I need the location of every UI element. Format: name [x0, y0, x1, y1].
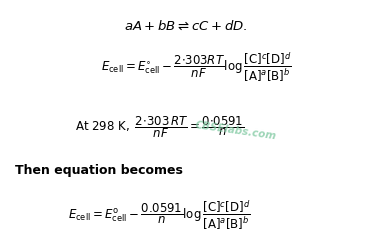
Text: CBSElabs.com: CBSElabs.com	[194, 120, 277, 141]
Text: $\mathrm{At\ 298\ K,\ } \dfrac{2{\cdot}303\,RT}{nF} = \dfrac{0{\cdot}0591}{n}$: $\mathrm{At\ 298\ K,\ } \dfrac{2{\cdot}3…	[75, 114, 244, 140]
Text: Then equation becomes: Then equation becomes	[15, 164, 183, 177]
Text: $E_{\mathrm{cell}} = E^{\mathrm{o}}_{\mathrm{cell}} - \dfrac{0.0591}{n} \log \df: $E_{\mathrm{cell}} = E^{\mathrm{o}}_{\ma…	[68, 198, 251, 232]
Text: $E_{\mathrm{cell}} = E^{\circ}_{\mathrm{cell}} - \dfrac{2{\cdot}303RT}{nF} \log : $E_{\mathrm{cell}} = E^{\circ}_{\mathrm{…	[101, 50, 292, 84]
Text: $aA + bB \rightleftharpoons cC + dD.$: $aA + bB \rightleftharpoons cC + dD.$	[124, 19, 247, 33]
